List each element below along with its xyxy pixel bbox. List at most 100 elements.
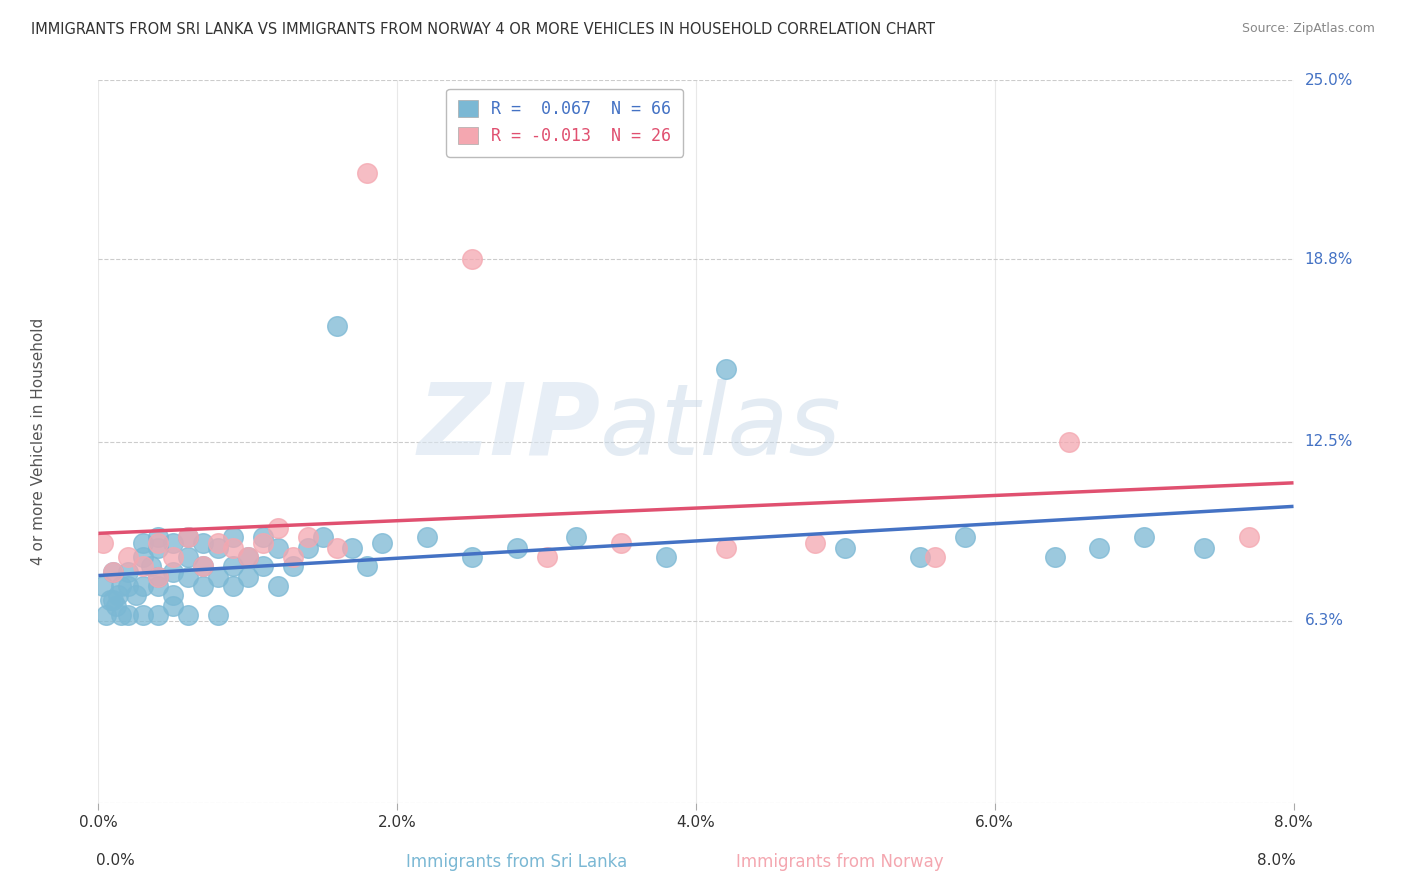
Text: Immigrants from Sri Lanka: Immigrants from Sri Lanka xyxy=(406,854,627,871)
Point xyxy=(162,588,184,602)
Text: Immigrants from Norway: Immigrants from Norway xyxy=(735,854,943,871)
Point xyxy=(177,530,200,544)
Point xyxy=(311,530,333,544)
Point xyxy=(91,579,114,593)
Point xyxy=(132,607,155,622)
Point xyxy=(236,570,259,584)
Text: IMMIGRANTS FROM SRI LANKA VS IMMIGRANTS FROM NORWAY 4 OR MORE VEHICLES IN HOUSEH: IMMIGRANTS FROM SRI LANKA VS IMMIGRANTS … xyxy=(31,22,935,37)
Point xyxy=(655,550,678,565)
Point xyxy=(1192,541,1215,556)
Point xyxy=(371,535,394,549)
Point xyxy=(281,558,304,573)
Point xyxy=(132,579,155,593)
Point xyxy=(207,535,229,549)
Point xyxy=(222,541,245,556)
Point xyxy=(105,599,128,614)
Point xyxy=(191,558,214,573)
Point xyxy=(953,530,976,544)
Point xyxy=(267,579,290,593)
Point xyxy=(191,579,214,593)
Point xyxy=(148,541,170,556)
Point xyxy=(117,579,139,593)
Point xyxy=(94,607,117,622)
Point xyxy=(461,252,484,267)
Point xyxy=(804,535,827,549)
Point xyxy=(91,535,114,549)
Point xyxy=(924,550,946,565)
Point xyxy=(125,588,148,602)
Point xyxy=(1133,530,1156,544)
Point xyxy=(139,558,162,573)
Point xyxy=(132,550,155,565)
Point xyxy=(297,541,319,556)
Point xyxy=(461,550,484,565)
Point xyxy=(610,535,633,549)
Point xyxy=(506,541,529,556)
Point xyxy=(252,535,274,549)
Point xyxy=(162,565,184,579)
Point xyxy=(222,558,245,573)
Point xyxy=(326,541,349,556)
Point xyxy=(565,530,588,544)
Point xyxy=(356,166,378,180)
Point xyxy=(162,599,184,614)
Point xyxy=(1043,550,1066,565)
Text: 0.0%: 0.0% xyxy=(96,854,135,869)
Point xyxy=(356,558,378,573)
Point xyxy=(177,607,200,622)
Point xyxy=(416,530,439,544)
Point xyxy=(267,541,290,556)
Text: 6.3%: 6.3% xyxy=(1305,613,1344,628)
Point xyxy=(236,550,259,565)
Point xyxy=(207,607,229,622)
Point xyxy=(177,570,200,584)
Point xyxy=(326,318,349,333)
Text: 4 or more Vehicles in Household: 4 or more Vehicles in Household xyxy=(31,318,46,566)
Point xyxy=(714,541,737,556)
Point xyxy=(148,607,170,622)
Point xyxy=(834,541,856,556)
Point xyxy=(117,607,139,622)
Point xyxy=(281,550,304,565)
Text: Source: ZipAtlas.com: Source: ZipAtlas.com xyxy=(1241,22,1375,36)
Point xyxy=(117,550,139,565)
Point xyxy=(908,550,931,565)
Point xyxy=(177,530,200,544)
Point xyxy=(103,565,125,579)
Point xyxy=(1088,541,1111,556)
Point xyxy=(103,593,125,607)
Point xyxy=(191,558,214,573)
Point xyxy=(222,579,245,593)
Point xyxy=(98,593,122,607)
Point xyxy=(103,565,125,579)
Point xyxy=(714,362,737,376)
Point xyxy=(148,579,170,593)
Point xyxy=(148,570,170,584)
Point xyxy=(132,535,155,549)
Point xyxy=(207,570,229,584)
Point xyxy=(222,530,245,544)
Point xyxy=(132,558,155,573)
Point xyxy=(536,550,558,565)
Point xyxy=(252,530,274,544)
Point xyxy=(207,541,229,556)
Point xyxy=(267,521,290,535)
Point xyxy=(236,550,259,565)
Point xyxy=(177,550,200,565)
Point xyxy=(117,565,139,579)
Text: 12.5%: 12.5% xyxy=(1305,434,1353,449)
Point xyxy=(162,550,184,565)
Point xyxy=(342,541,364,556)
Point xyxy=(148,535,170,549)
Point xyxy=(148,570,170,584)
Point xyxy=(110,607,132,622)
Text: 18.8%: 18.8% xyxy=(1305,252,1353,267)
Text: ZIP: ZIP xyxy=(418,378,600,475)
Text: 25.0%: 25.0% xyxy=(1305,73,1353,87)
Point xyxy=(110,579,132,593)
Point xyxy=(148,530,170,544)
Text: atlas: atlas xyxy=(600,378,842,475)
Legend: R =  0.067  N = 66, R = -0.013  N = 26: R = 0.067 N = 66, R = -0.013 N = 26 xyxy=(446,88,683,157)
Point xyxy=(1237,530,1260,544)
Point xyxy=(252,558,274,573)
